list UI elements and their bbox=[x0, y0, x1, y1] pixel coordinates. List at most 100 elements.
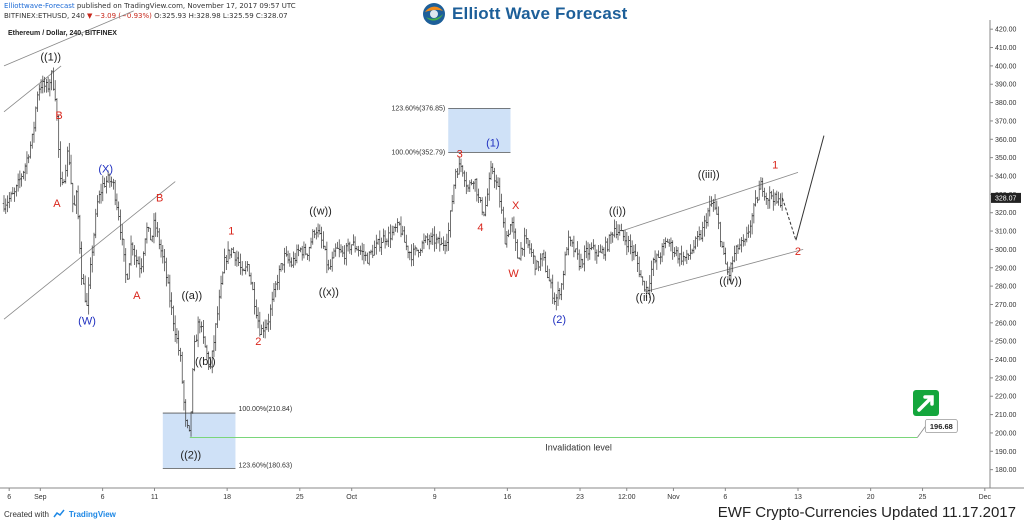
invalidation-label: Invalidation level bbox=[545, 443, 612, 453]
y-tick-label: 240.00 bbox=[995, 357, 1017, 364]
projection-solid bbox=[795, 135, 825, 241]
wave-label: (2) bbox=[553, 314, 566, 326]
tradingview-icon bbox=[53, 509, 65, 518]
published-text: published on TradingView.com, November 1… bbox=[74, 2, 296, 10]
y-tick-label: 200.00 bbox=[995, 430, 1017, 437]
wave-label: ((iii)) bbox=[698, 169, 720, 181]
wave-label: 4 bbox=[477, 222, 483, 234]
logo-text: Elliott Wave Forecast bbox=[452, 4, 628, 23]
ewf-logo: Elliott Wave Forecast bbox=[422, 1, 628, 27]
y-tick-label: 300.00 bbox=[995, 247, 1017, 254]
ohlc-values: O:325.93 H:328.98 L:325.59 C:328.07 bbox=[154, 12, 288, 20]
wave-label: 2 bbox=[255, 336, 261, 348]
publisher-link[interactable]: Elliottwave-Forecast bbox=[4, 2, 75, 10]
x-tick-label: 25 bbox=[919, 494, 927, 501]
wave-label: B bbox=[55, 110, 62, 122]
y-tick-label: 370.00 bbox=[995, 118, 1017, 125]
wave-label: 1 bbox=[772, 160, 778, 172]
x-tick-label: 9 bbox=[433, 494, 437, 501]
x-tick-label: 16 bbox=[503, 494, 511, 501]
wave-label: ((x)) bbox=[319, 286, 339, 298]
created-with: Created with TradingView bbox=[4, 509, 116, 519]
invalidation-pointer bbox=[917, 426, 926, 438]
wave-label: 3 bbox=[457, 149, 463, 161]
wave-label: W bbox=[508, 268, 519, 280]
last-price-label: 328.07 bbox=[995, 195, 1017, 202]
wave-label: ((i)) bbox=[609, 206, 626, 218]
channel-line bbox=[3, 65, 62, 113]
fib-label: 123.60%(180.63) bbox=[238, 462, 292, 469]
y-tick-label: 390.00 bbox=[995, 82, 1017, 89]
channel-line bbox=[645, 249, 804, 293]
wave-label: 2 bbox=[795, 246, 801, 258]
x-tick-label: Sep bbox=[34, 494, 47, 501]
price-change: ▼ −3.09 (−0.93%) bbox=[87, 12, 152, 20]
channel-line bbox=[3, 10, 134, 67]
y-tick-label: 210.00 bbox=[995, 412, 1017, 419]
x-tick-label: 11 bbox=[151, 494, 158, 501]
y-tick-label: 280.00 bbox=[995, 284, 1017, 291]
fib-label: 123.60%(376.85) bbox=[392, 105, 446, 112]
x-tick-label: 13 bbox=[794, 494, 802, 501]
y-tick-label: 230.00 bbox=[995, 375, 1017, 382]
ticker-header: BITFINEX:ETHUSD, 240 ▼ −3.09 (−0.93%) O:… bbox=[4, 12, 288, 20]
wave-label: (1) bbox=[486, 138, 499, 150]
wave-label: ((ii)) bbox=[636, 292, 656, 304]
wave-label: 1 bbox=[228, 226, 234, 238]
y-tick-label: 420.00 bbox=[995, 27, 1017, 34]
created-with-text: Created with bbox=[4, 509, 49, 519]
y-tick-label: 260.00 bbox=[995, 320, 1017, 327]
y-tick-label: 380.00 bbox=[995, 100, 1017, 107]
y-tick-label: 290.00 bbox=[995, 265, 1017, 272]
channel-line bbox=[3, 181, 176, 320]
y-tick-label: 340.00 bbox=[995, 174, 1017, 181]
up-arrow-icon bbox=[917, 395, 934, 412]
x-tick-label: 6 bbox=[101, 494, 105, 501]
chart-footer-title: EWF Crypto-Currencies Updated 11.17.2017 bbox=[717, 504, 1016, 521]
y-tick-label: 310.00 bbox=[995, 229, 1017, 236]
globe-icon bbox=[423, 3, 445, 25]
x-tick-label: 18 bbox=[223, 494, 231, 501]
wave-label: (X) bbox=[98, 163, 113, 175]
wave-label: ((2)) bbox=[180, 450, 201, 462]
x-tick-label: Nov bbox=[667, 494, 680, 501]
wave-label: B bbox=[156, 193, 163, 205]
last-price-box bbox=[991, 192, 1021, 203]
x-tick-label: 20 bbox=[867, 494, 875, 501]
wave-label: (W) bbox=[78, 316, 96, 328]
y-tick-label: 220.00 bbox=[995, 394, 1017, 401]
publish-header: Elliottwave-Forecast published on Tradin… bbox=[4, 2, 296, 10]
wave-label: ((w)) bbox=[309, 206, 332, 218]
invalidation-price-box bbox=[924, 419, 958, 433]
x-tick-label: 12:00 bbox=[618, 494, 636, 501]
projection-dashed bbox=[781, 197, 797, 241]
wave-label: X bbox=[512, 200, 520, 212]
y-tick-label: 250.00 bbox=[995, 339, 1017, 346]
y-tick-label: 180.00 bbox=[995, 467, 1017, 474]
symbol-title: Ethereum / Dollar, 240, BITFINEX bbox=[8, 30, 117, 37]
x-tick-label: Dec bbox=[979, 494, 992, 501]
y-tick-label: 360.00 bbox=[995, 137, 1017, 144]
fib-zone-box bbox=[448, 108, 511, 153]
y-tick-label: 400.00 bbox=[995, 63, 1017, 70]
fib-label: 100.00%(210.84) bbox=[238, 406, 292, 413]
x-tick-label: 6 bbox=[723, 494, 727, 501]
y-tick-label: 410.00 bbox=[995, 45, 1017, 52]
wave-label: ((1)) bbox=[40, 51, 61, 63]
x-tick-label: 23 bbox=[576, 494, 584, 501]
ticker-symbol: BITFINEX:ETHUSD, 240 bbox=[4, 12, 85, 20]
wave-label: ((a)) bbox=[181, 290, 202, 302]
wave-label: A bbox=[53, 198, 61, 210]
x-tick-label: 6 bbox=[7, 494, 11, 501]
tradingview-name[interactable]: TradingView bbox=[68, 509, 116, 519]
fib-label: 100.00%(352.79) bbox=[392, 150, 446, 157]
wave-label: ((b)) bbox=[195, 356, 216, 368]
y-tick-label: 350.00 bbox=[995, 155, 1017, 162]
wave-label: A bbox=[133, 290, 141, 302]
y-tick-label: 190.00 bbox=[995, 449, 1017, 456]
wave-label: ((iv)) bbox=[719, 275, 742, 287]
x-tick-label: 25 bbox=[296, 494, 304, 501]
y-tick-label: 320.00 bbox=[995, 210, 1017, 217]
y-tick-label: 270.00 bbox=[995, 302, 1017, 309]
